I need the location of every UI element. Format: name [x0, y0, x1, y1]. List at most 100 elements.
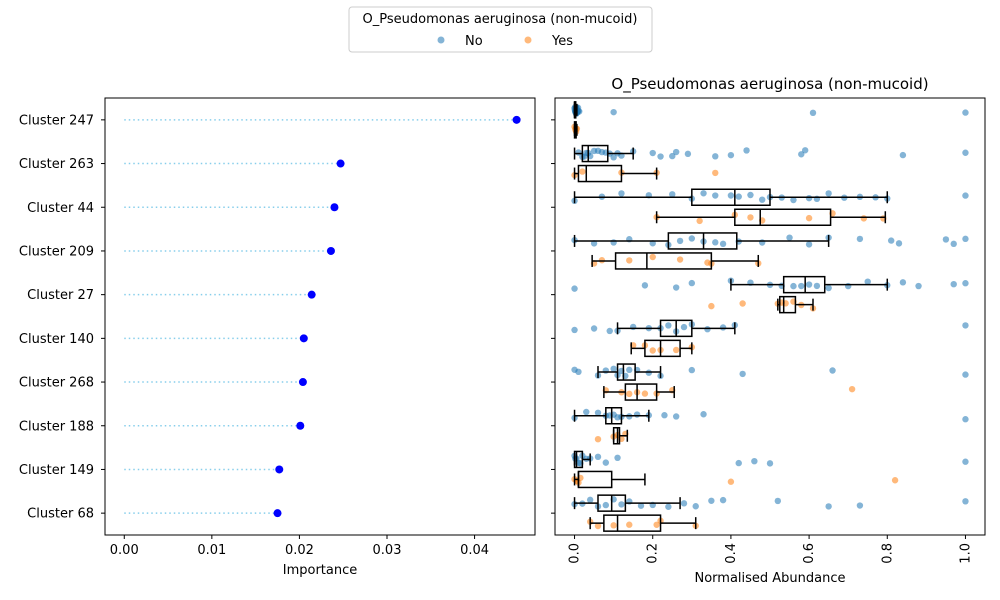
legend-marker-yes	[524, 36, 532, 44]
strip-point-no-cluster-68	[586, 496, 594, 504]
strip-point-no-cluster-140	[704, 326, 711, 333]
importance-marks	[124, 115, 521, 518]
strip-point-yes-cluster-140	[649, 347, 656, 354]
strip-point-no-cluster-140	[629, 323, 637, 331]
strip-point-no-cluster-209	[962, 235, 969, 243]
importance-x-ticks: 0.00 0.01 0.02 0.03 0.04	[110, 535, 489, 558]
strip-point-no-cluster-263	[899, 151, 907, 159]
strip-point-no-cluster-44	[747, 191, 754, 199]
strip-point-no-cluster-247	[610, 108, 617, 116]
strip-point-no-cluster-209	[856, 235, 864, 243]
strip-point-yes-cluster-68	[653, 521, 660, 528]
strip-point-no-cluster-44	[669, 191, 676, 198]
strip-point-no-cluster-140	[571, 326, 578, 334]
abundance-chart-title: O_Pseudomonas aeruginosa (non-mucoid)	[611, 75, 928, 94]
importance-y-tick-label: Cluster 68	[27, 507, 94, 522]
strip-point-no-cluster-209	[719, 240, 727, 248]
abundance-x-tick-label: 0.0	[568, 543, 583, 564]
strip-point-yes-cluster-149	[727, 478, 735, 485]
strip-point-no-cluster-263	[672, 148, 680, 156]
strip-point-no-cluster-209	[895, 240, 903, 247]
strip-point-no-cluster-44	[825, 190, 832, 197]
strip-point-yes-cluster-44	[696, 217, 703, 225]
box-no-cluster-209	[667, 232, 738, 250]
abundance-x-tick-label: 1.0	[958, 543, 973, 564]
abundance-x-tick-label: 0.2	[646, 543, 661, 564]
importance-y-tick-label: Cluster 263	[19, 157, 94, 172]
strip-point-no-cluster-27	[825, 284, 832, 292]
strip-point-no-cluster-44	[962, 192, 969, 199]
importance-x-tick-label: 0.02	[285, 543, 314, 558]
strip-point-no-cluster-68	[856, 502, 864, 509]
abundance-chart: O_Pseudomonas aeruginosa (non-mucoid) 0.…	[551, 75, 986, 586]
strip-point-yes-cluster-149	[891, 477, 899, 484]
strip-point-yes-cluster-44	[805, 214, 813, 222]
strip-point-no-cluster-44	[805, 194, 813, 202]
strip-point-no-cluster-44	[618, 190, 625, 197]
strip-point-no-cluster-27	[790, 282, 797, 290]
strip-point-yes-cluster-263	[579, 168, 586, 175]
strip-point-no-cluster-268	[610, 365, 617, 373]
strip-point-no-cluster-140	[680, 323, 688, 331]
strip-point-no-cluster-140	[606, 327, 613, 335]
box-yes-cluster-44	[734, 208, 832, 226]
strip-point-no-cluster-188	[583, 408, 590, 416]
strip-point-no-cluster-27	[641, 282, 649, 289]
importance-point-cluster-44	[330, 203, 339, 212]
importance-point-cluster-263	[336, 159, 345, 168]
strip-point-no-cluster-27	[950, 280, 957, 288]
importance-y-tick-label: Cluster 247	[19, 113, 94, 128]
strip-point-no-cluster-188	[962, 416, 969, 423]
strip-point-no-cluster-263	[684, 150, 692, 158]
strip-point-no-cluster-68	[618, 501, 625, 508]
strip-point-no-cluster-263	[743, 147, 750, 154]
strip-point-no-cluster-149	[594, 453, 602, 461]
box-no-cluster-149	[573, 450, 584, 469]
strip-point-no-cluster-140	[719, 324, 727, 331]
box-yes-cluster-188	[612, 427, 621, 445]
legend-title: O_Pseudomonas aeruginosa (non-mucoid)	[363, 12, 638, 27]
strip-point-no-cluster-68	[637, 502, 645, 509]
strip-point-no-cluster-149	[614, 454, 621, 462]
importance-point-cluster-149	[275, 465, 284, 474]
strip-point-no-cluster-27	[962, 280, 969, 287]
abundance-y-ticks	[551, 119, 555, 514]
strip-point-no-cluster-263	[801, 147, 809, 154]
strip-point-no-cluster-268	[575, 368, 582, 376]
strip-point-yes-cluster-27	[708, 302, 715, 310]
importance-point-cluster-247	[512, 115, 521, 124]
strip-point-no-cluster-209	[610, 239, 617, 246]
strip-point-yes-cluster-44	[860, 215, 868, 222]
box-yes-cluster-268	[624, 383, 658, 401]
strip-point-no-cluster-68	[680, 500, 688, 507]
strip-point-no-cluster-268	[962, 371, 969, 378]
strip-point-no-cluster-149	[962, 458, 969, 465]
legend: O_Pseudomonas aeruginosa (non-mucoid) No…	[348, 6, 653, 53]
strip-point-yes-cluster-209	[626, 257, 633, 264]
importance-point-cluster-27	[307, 290, 316, 299]
strip-point-no-cluster-27	[672, 284, 680, 291]
strip-point-no-cluster-44	[758, 196, 766, 203]
importance-y-tick-label: Cluster 268	[19, 376, 94, 391]
strip-point-no-cluster-263	[669, 152, 676, 160]
strip-point-no-cluster-27	[864, 278, 871, 285]
strip-point-no-cluster-149	[735, 459, 742, 467]
abundance-x-tick-label: 0.8	[880, 543, 895, 564]
strip-point-yes-cluster-68	[626, 521, 633, 528]
strip-point-no-cluster-263	[798, 151, 805, 158]
box-no-cluster-268	[616, 363, 636, 381]
strip-point-no-cluster-44	[790, 196, 797, 204]
strip-point-no-cluster-140	[962, 322, 969, 329]
box-yes-cluster-140	[644, 339, 681, 358]
strip-point-no-cluster-68	[665, 503, 672, 510]
abundance-x-tick-label: 0.4	[724, 543, 739, 564]
strip-point-no-cluster-209	[786, 234, 793, 241]
strip-point-no-cluster-188	[633, 411, 641, 418]
strip-point-no-cluster-68	[708, 497, 715, 504]
strip-point-no-cluster-263	[657, 153, 664, 160]
strip-point-no-cluster-27	[688, 279, 696, 287]
strip-point-no-cluster-27	[571, 285, 578, 292]
legend-frame	[348, 6, 653, 53]
legend-label-yes: Yes	[551, 34, 573, 49]
